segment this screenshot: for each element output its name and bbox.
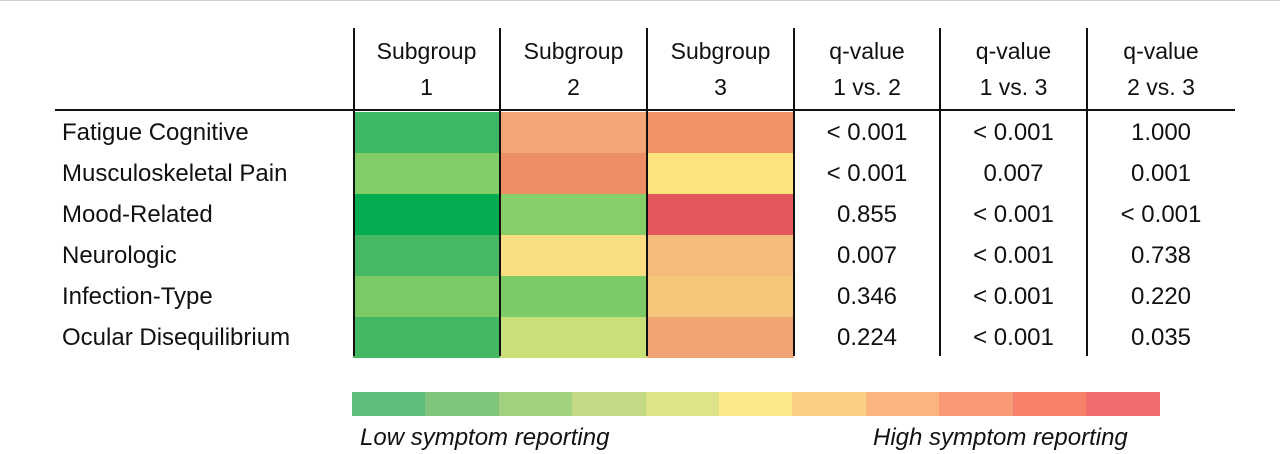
- heatmap-cell: [353, 235, 500, 276]
- column-header-line2: 2 vs. 3: [1127, 74, 1195, 100]
- column-header-line2: 1: [420, 74, 433, 100]
- column-header-line2: 1 vs. 3: [979, 74, 1048, 100]
- column-header: Subgroup 3: [647, 33, 794, 105]
- q-value-cell: < 0.001: [973, 242, 1054, 269]
- column-divider: [646, 28, 648, 356]
- heatmap-cell: [353, 153, 500, 194]
- heatmap-cell: [647, 317, 794, 358]
- row-label: Fatigue Cognitive: [62, 119, 249, 146]
- legend-swatch: [1086, 392, 1160, 416]
- column-header-line1: q-value: [1123, 38, 1199, 64]
- q-value-cell: 0.855: [836, 201, 898, 228]
- heatmap-cell: [353, 194, 500, 235]
- heatmap-cell: [647, 235, 794, 276]
- legend-swatch: [498, 392, 573, 416]
- legend-swatch: [352, 392, 426, 416]
- q-value-cell: 1.000: [1130, 119, 1192, 146]
- heatmap-cell: [353, 112, 500, 153]
- heatmap-cell: [500, 276, 647, 317]
- heatmap-cell: [353, 317, 500, 358]
- column-header-line2: 2: [567, 74, 580, 100]
- heatmap-cell: [647, 194, 794, 235]
- heatmap-cell: [500, 153, 647, 194]
- q-value-cell: < 0.001: [973, 283, 1054, 310]
- q-value-cell: 0.035: [1130, 324, 1192, 351]
- column-header: q-value 2 vs. 3: [1087, 33, 1235, 105]
- legend-high-label: High symptom reporting: [873, 424, 1128, 451]
- row-label: Musculoskeletal Pain: [62, 160, 288, 187]
- q-value-cell: 0.224: [836, 324, 898, 351]
- legend-swatch: [645, 392, 720, 416]
- q-value-cell: < 0.001: [973, 201, 1054, 228]
- column-divider: [1086, 28, 1088, 356]
- q-value-cell: 0.220: [1130, 283, 1192, 310]
- row-label: Ocular Disequilibrium: [62, 324, 291, 351]
- legend-swatch: [1012, 392, 1087, 416]
- column-header: Subgroup 2: [500, 33, 647, 105]
- row-label: Neurologic: [62, 242, 177, 269]
- q-value-cell: 0.346: [836, 283, 898, 310]
- heatmap-cell: [500, 235, 647, 276]
- column-header: q-value 1 vs. 3: [940, 33, 1087, 105]
- q-value-cell: 0.738: [1130, 242, 1192, 269]
- legend-swatch: [719, 392, 793, 416]
- q-value-cell: < 0.001: [826, 160, 908, 187]
- legend-low-label: Low symptom reporting: [360, 424, 610, 451]
- row-label: Infection-Type: [62, 283, 213, 310]
- top-border: [0, 0, 1280, 1]
- q-value-cell: < 0.001: [973, 324, 1054, 351]
- legend-swatch: [572, 392, 647, 416]
- heatmap-cell: [500, 194, 647, 235]
- heatmap-cell: [353, 276, 500, 317]
- q-value-cell: < 0.001: [826, 119, 908, 146]
- q-value-cell: 0.001: [1130, 160, 1192, 187]
- column-divider: [793, 28, 795, 356]
- q-value-cell: < 0.001: [973, 119, 1054, 146]
- column-header-line2: 3: [714, 74, 727, 100]
- legend-swatch: [792, 392, 867, 416]
- column-divider: [939, 28, 941, 356]
- column-header-line1: q-value: [975, 38, 1052, 64]
- heatmap-cell: [647, 153, 794, 194]
- column-header: Subgroup 1: [353, 33, 500, 105]
- column-divider: [499, 28, 501, 356]
- heatmap-cell: [647, 276, 794, 317]
- legend-swatch: [425, 392, 500, 416]
- heatmap-cell: [500, 317, 647, 358]
- legend-swatch: [865, 392, 940, 416]
- heatmap-cell: [647, 112, 794, 153]
- heatmap-cell: [500, 112, 647, 153]
- column-header-line1: q-value: [829, 38, 905, 64]
- column-header-line1: Subgroup: [376, 38, 477, 64]
- header-rule: [55, 109, 1235, 111]
- row-label: Mood-Related: [62, 201, 213, 228]
- column-header-line1: Subgroup: [523, 38, 624, 64]
- column-header: q-value 1 vs. 2: [794, 33, 940, 105]
- column-divider: [353, 28, 355, 356]
- column-header-line1: Subgroup: [670, 38, 771, 64]
- q-value-cell: 0.007: [983, 160, 1044, 187]
- q-value-cell: 0.007: [836, 242, 898, 269]
- q-value-cell: < 0.001: [1120, 201, 1202, 228]
- column-header-line2: 1 vs. 2: [833, 74, 901, 100]
- legend-swatch: [939, 392, 1014, 416]
